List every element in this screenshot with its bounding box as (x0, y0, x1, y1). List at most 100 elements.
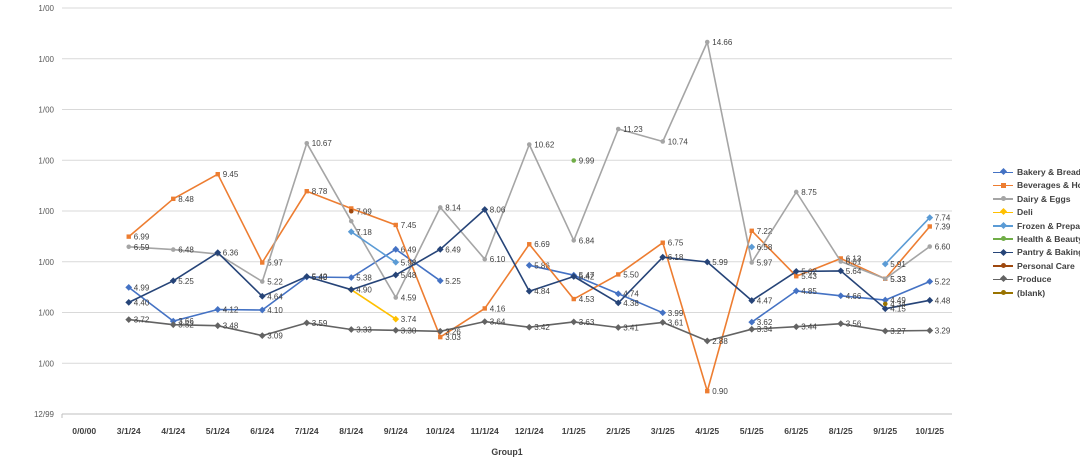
data-point-marker[interactable] (392, 258, 400, 266)
data-point-marker[interactable] (704, 39, 710, 45)
series-line[interactable] (128, 41, 931, 299)
data-point-marker[interactable] (525, 261, 533, 269)
legend-item-frozen-prepared[interactable]: Frozen & Prepared (993, 221, 1080, 231)
data-point-marker[interactable] (259, 279, 265, 284)
series-frozen-prepared[interactable]: 7.18 5.98 6.58 5.91 7.74 (347, 214, 951, 269)
legend-item-beverages-household[interactable]: Beverages & Household (993, 180, 1080, 190)
data-point-marker[interactable] (660, 139, 666, 144)
series-line[interactable] (128, 248, 931, 323)
data-point-marker[interactable] (125, 316, 133, 323)
data-point-marker[interactable] (258, 332, 266, 339)
legend-item-dairy-eggs[interactable]: Dairy & Eggs (993, 194, 1080, 204)
legend-item-pantry-baking[interactable]: Pantry & Baking (993, 247, 1080, 257)
data-point-marker[interactable] (125, 283, 133, 291)
data-point-marker[interactable] (614, 324, 622, 331)
data-point-marker[interactable] (927, 224, 932, 229)
data-point-marker[interactable] (436, 245, 444, 253)
data-point-marker[interactable] (482, 306, 487, 311)
data-point-marker[interactable] (169, 321, 177, 329)
data-point-marker[interactable] (393, 295, 399, 300)
data-point-marker[interactable] (481, 318, 489, 326)
legend-item-health-beauty[interactable]: Health & Beauty (993, 234, 1080, 244)
data-point-marker[interactable] (304, 189, 309, 194)
data-point-marker[interactable] (882, 301, 888, 307)
data-point-marker[interactable] (348, 208, 354, 214)
data-point-marker[interactable] (926, 327, 934, 334)
data-point-marker[interactable] (436, 327, 444, 335)
data-point-marker[interactable] (838, 256, 843, 261)
data-point-marker[interactable] (526, 142, 532, 147)
series-produce[interactable]: 3.72 3.52 3.48 3.09 3.59 3.33 3.30 3.26 3.64 3.42… (125, 316, 951, 346)
data-point-marker[interactable] (792, 323, 800, 331)
data-point-marker[interactable] (525, 323, 533, 331)
data-point-marker[interactable] (926, 296, 934, 304)
data-point-marker[interactable] (837, 320, 845, 328)
data-point-marker[interactable] (838, 259, 844, 264)
data-point-marker[interactable] (303, 319, 311, 327)
data-point-marker[interactable] (392, 245, 400, 253)
data-point-marker[interactable] (126, 244, 132, 250)
data-point-marker[interactable] (347, 228, 355, 236)
data-point-marker[interactable] (481, 206, 489, 213)
data-point-marker[interactable] (525, 287, 533, 295)
data-point-marker[interactable] (614, 290, 622, 298)
data-point-marker[interactable] (126, 234, 131, 239)
series-bakery-bread[interactable]: 4.99 3.66 4.12 4.10 5.40 5.38 6.49 5.25 5.86 5.47… (125, 245, 951, 327)
data-point-marker[interactable] (794, 274, 799, 279)
data-point-marker[interactable] (171, 196, 176, 202)
data-point-marker[interactable] (392, 315, 400, 323)
data-point-marker[interactable] (927, 244, 933, 249)
data-point-marker[interactable] (260, 260, 265, 265)
data-point-marker[interactable] (881, 327, 889, 335)
data-point-marker[interactable] (215, 172, 220, 177)
data-point-marker[interactable] (793, 189, 799, 195)
data-point-marker[interactable] (125, 298, 133, 306)
legend-item-deli[interactable]: Deli (993, 207, 1080, 217)
data-point-marker[interactable] (347, 326, 355, 333)
data-point-marker[interactable] (392, 326, 400, 334)
data-point-marker[interactable] (436, 277, 444, 285)
legend-item-bakery-bread[interactable]: Bakery & Bread (993, 167, 1080, 177)
data-point-marker[interactable] (571, 158, 577, 163)
series-line[interactable] (350, 289, 397, 320)
data-point-marker[interactable] (437, 205, 443, 210)
series-pantry-baking[interactable]: 4.40 5.25 6.36 4.64 5.42 4.90 5.48 6.49 8.06 4.84… (125, 205, 951, 314)
data-point-marker[interactable] (527, 242, 532, 247)
series-line[interactable] (350, 217, 931, 265)
data-point-marker[interactable] (169, 317, 177, 325)
data-point-marker[interactable] (749, 260, 755, 265)
data-point-marker[interactable] (926, 278, 934, 285)
data-point-marker[interactable] (659, 319, 667, 326)
data-point-marker[interactable] (303, 273, 311, 280)
data-point-marker[interactable] (659, 309, 667, 317)
data-point-marker[interactable] (837, 292, 845, 300)
series-blank[interactable]: 4.34 (882, 300, 906, 309)
data-point-marker[interactable] (347, 286, 355, 294)
series-health-beauty[interactable]: 9.99 (571, 157, 595, 166)
legend-item-personal-care[interactable]: Personal Care (993, 261, 1080, 271)
data-point-marker[interactable] (571, 238, 577, 243)
data-point-marker[interactable] (304, 140, 310, 146)
data-point-marker[interactable] (170, 247, 176, 252)
data-point-marker[interactable] (438, 334, 443, 340)
legend-item-produce[interactable]: Produce (993, 274, 1080, 284)
series-dairy-eggs[interactable]: 6.59 6.48 5.22 10.67 4.59 8.14 6.10 10.62 6.84 11… (126, 38, 951, 303)
data-point-marker[interactable] (703, 337, 711, 345)
data-point-marker[interactable] (214, 249, 222, 257)
data-point-marker[interactable] (349, 206, 354, 211)
data-point-marker[interactable] (660, 240, 665, 245)
legend-item-blank[interactable]: (blank) (993, 288, 1080, 298)
data-point-marker[interactable] (169, 277, 177, 285)
data-point-marker[interactable] (705, 388, 710, 394)
data-point-marker[interactable] (570, 318, 578, 326)
data-point-marker[interactable] (882, 276, 888, 282)
data-point-marker[interactable] (748, 243, 756, 251)
data-point-marker[interactable] (615, 126, 621, 132)
data-point-marker[interactable] (258, 306, 266, 314)
data-point-marker[interactable] (748, 325, 756, 333)
data-point-marker[interactable] (393, 222, 398, 228)
data-point-marker[interactable] (749, 228, 754, 233)
data-point-marker[interactable] (348, 218, 354, 224)
series-beverages-household[interactable]: 6.99 8.48 9.45 5.97 8.78 7.45 3.03 4.16 6.69 4.53… (126, 170, 951, 396)
data-point-marker[interactable] (392, 271, 400, 279)
